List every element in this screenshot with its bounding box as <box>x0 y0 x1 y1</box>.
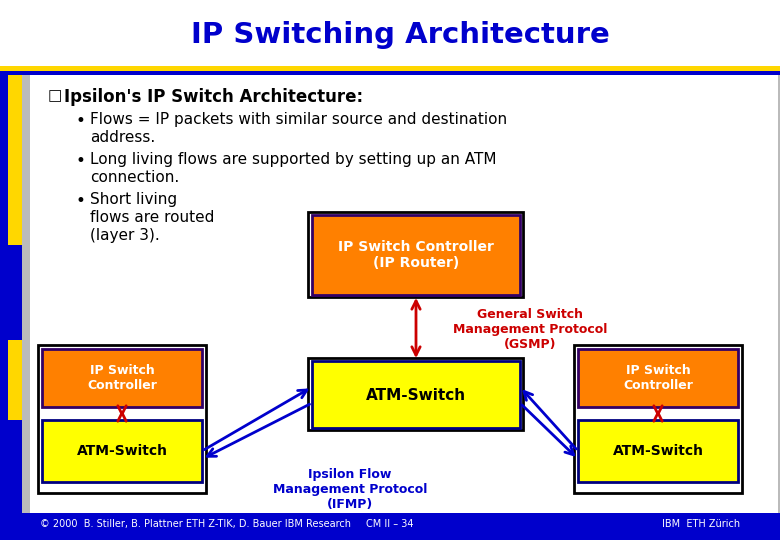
Text: •: • <box>76 112 86 130</box>
Text: □: □ <box>48 88 62 103</box>
Bar <box>8 75 22 245</box>
Bar <box>30 75 778 513</box>
Text: (layer 3).: (layer 3). <box>90 228 160 243</box>
Bar <box>0 71 780 75</box>
Text: IP Switch
Controller: IP Switch Controller <box>87 364 157 392</box>
Bar <box>312 361 520 428</box>
Text: IP Switching Architecture: IP Switching Architecture <box>190 21 609 49</box>
Text: CM II – 34: CM II – 34 <box>367 519 413 529</box>
Bar <box>312 215 520 295</box>
Bar <box>578 420 738 482</box>
Bar <box>578 349 738 407</box>
Text: flows are routed: flows are routed <box>90 210 215 225</box>
Text: address.: address. <box>90 130 155 145</box>
Bar <box>0 66 780 71</box>
Text: General Switch
Management Protocol
(GSMP): General Switch Management Protocol (GSMP… <box>453 308 607 351</box>
Text: IP Switch Controller
(IP Router): IP Switch Controller (IP Router) <box>338 240 494 270</box>
Bar <box>42 349 202 407</box>
Bar <box>38 345 206 493</box>
Text: •: • <box>76 152 86 170</box>
Bar <box>8 420 22 513</box>
Text: © 2000  B. Stiller, B. Plattner ETH Z-TIK, D. Bauer IBM Research: © 2000 B. Stiller, B. Plattner ETH Z-TIK… <box>40 519 351 529</box>
Text: Flows = IP packets with similar source and destination: Flows = IP packets with similar source a… <box>90 112 507 127</box>
Text: •: • <box>76 192 86 210</box>
Bar <box>308 358 523 430</box>
Text: Short living: Short living <box>90 192 177 207</box>
Text: Ipsilon's IP Switch Architecture:: Ipsilon's IP Switch Architecture: <box>64 88 363 106</box>
Bar <box>8 245 22 340</box>
Text: IBM  ETH Zürich: IBM ETH Zürich <box>662 519 740 529</box>
Text: ATM-Switch: ATM-Switch <box>76 444 168 458</box>
Text: ATM-Switch: ATM-Switch <box>612 444 704 458</box>
Text: connection.: connection. <box>90 170 179 185</box>
Text: ATM-Switch: ATM-Switch <box>366 388 466 402</box>
Text: IP Switch
Controller: IP Switch Controller <box>623 364 693 392</box>
Bar <box>574 345 742 493</box>
Bar <box>0 513 780 540</box>
Bar <box>8 340 22 420</box>
Text: Long living flows are supported by setting up an ATM: Long living flows are supported by setti… <box>90 152 497 167</box>
Bar <box>42 420 202 482</box>
Bar <box>308 212 523 297</box>
Bar <box>0 75 8 513</box>
Text: Ipsilon Flow
Management Protocol
(IFMP): Ipsilon Flow Management Protocol (IFMP) <box>273 468 427 511</box>
Bar <box>0 0 780 68</box>
